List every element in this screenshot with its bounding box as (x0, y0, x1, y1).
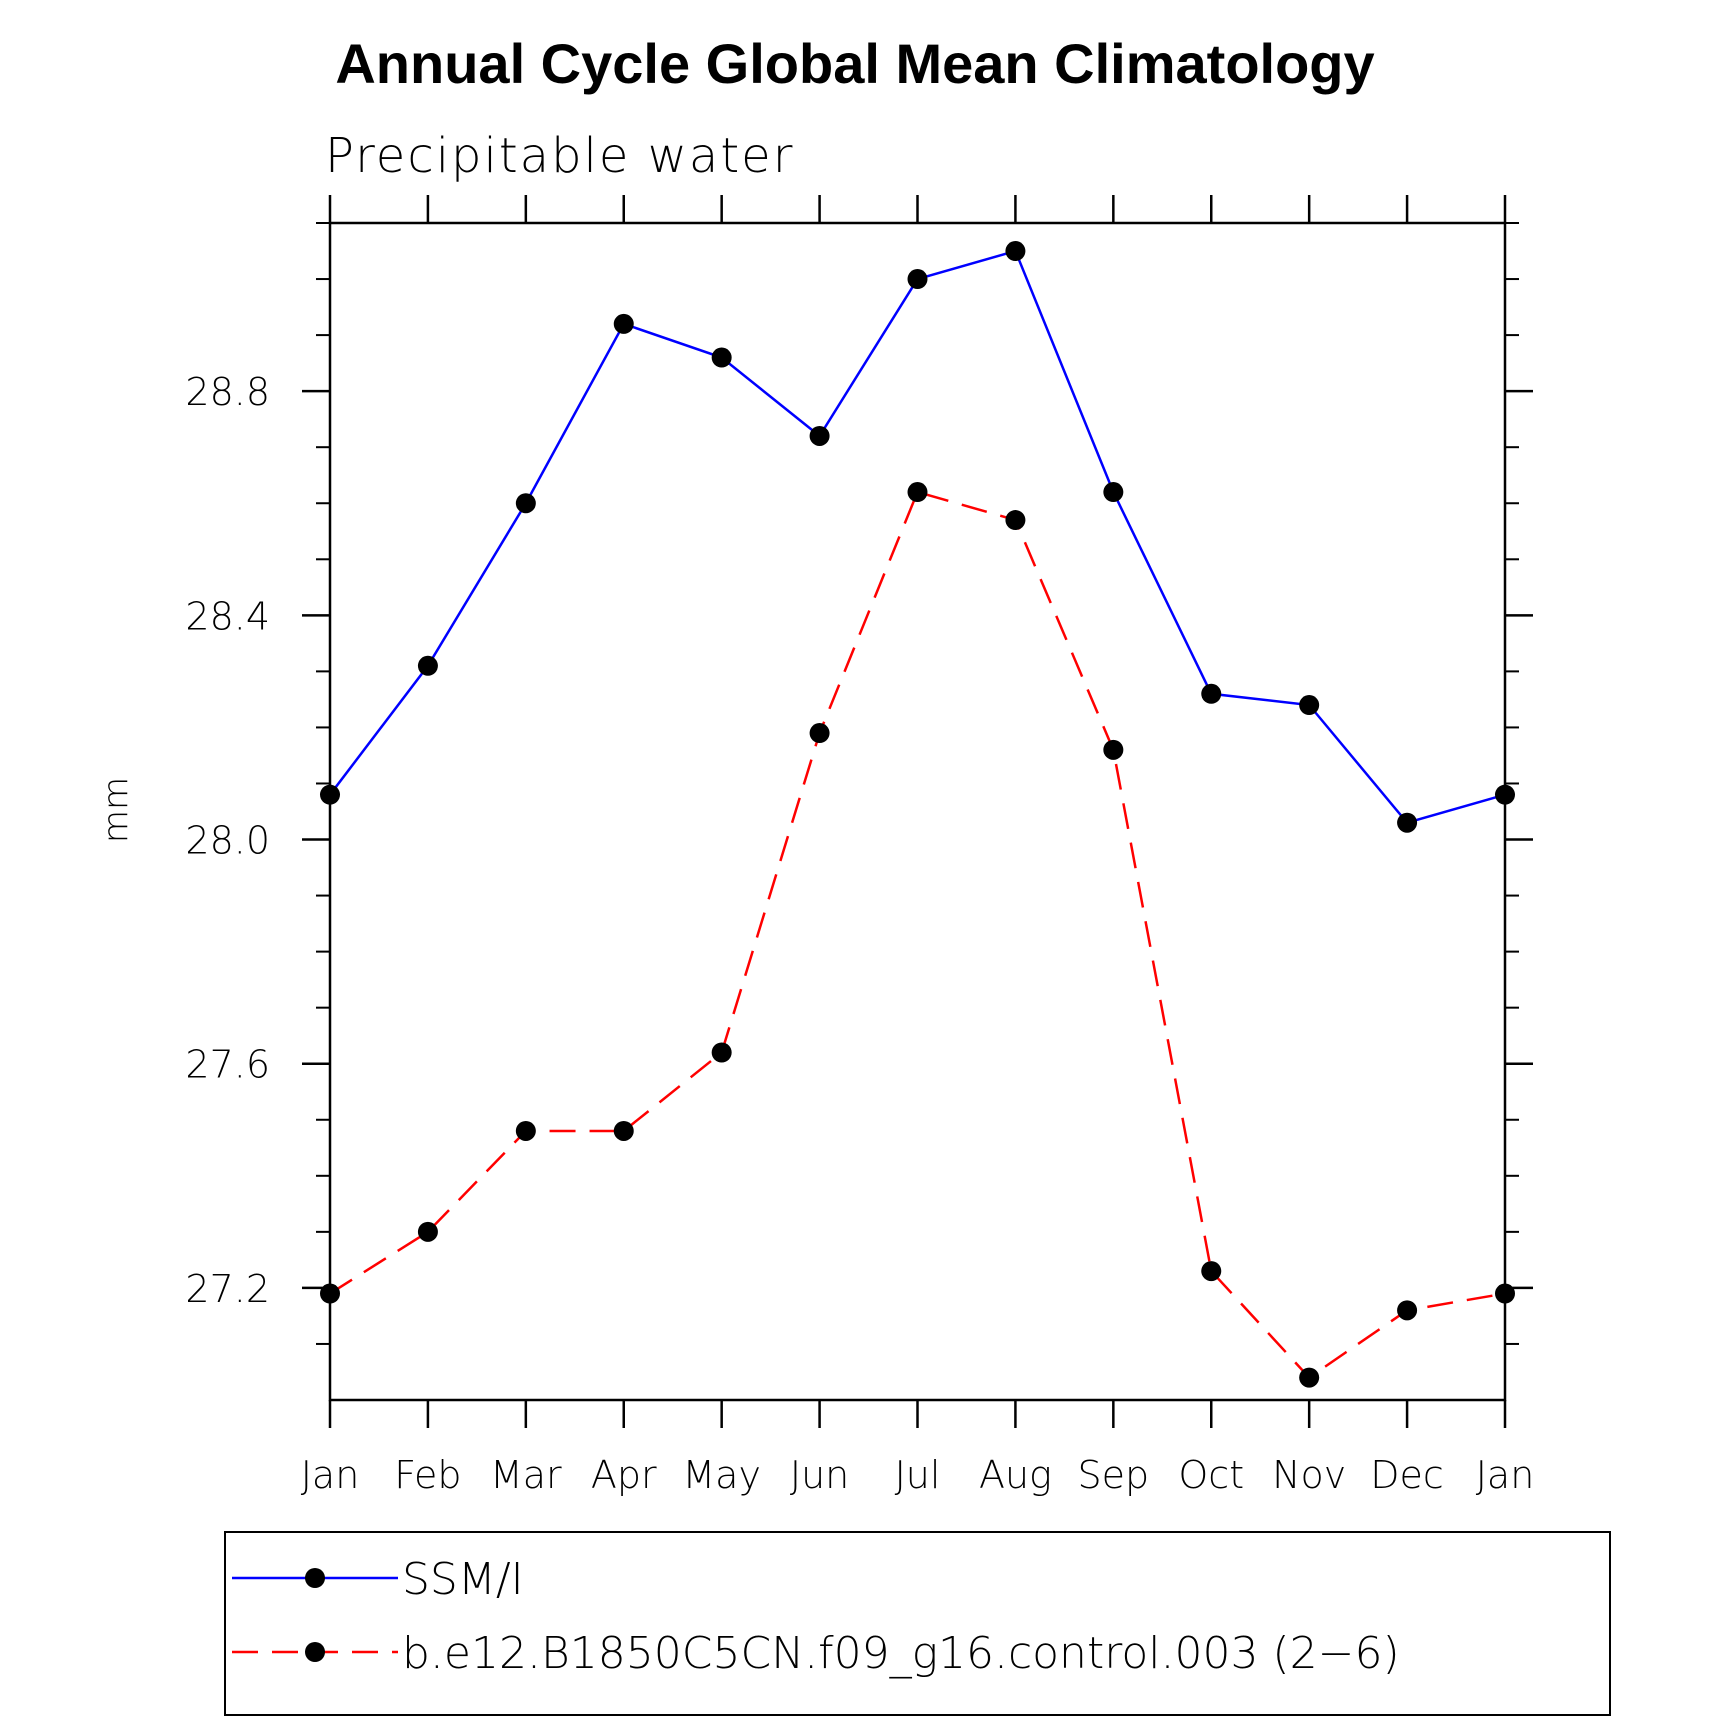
series-2-point (809, 723, 830, 744)
x-tick-label: Jun (790, 1453, 849, 1497)
series-line-1 (329, 249, 1506, 825)
series-2-point (515, 1120, 536, 1141)
y-tick-label: 27.2 (185, 1267, 270, 1311)
series-2-point (1397, 1300, 1418, 1321)
y-tick-label: 28.0 (185, 819, 270, 863)
series-1-point (711, 347, 732, 368)
series-1-point (320, 784, 340, 805)
series-1-point (1495, 784, 1515, 805)
series-2-point (1103, 739, 1124, 760)
series-1-point (613, 313, 634, 334)
series-line-2 (329, 490, 1506, 1380)
series-2-point (1299, 1367, 1320, 1388)
series-1-point (417, 655, 438, 676)
x-tick-label: Jan (1476, 1453, 1535, 1497)
x-tick-label: Apr (591, 1453, 657, 1497)
x-tick-label: Nov (1272, 1453, 1346, 1497)
series-2-point (613, 1120, 634, 1141)
series-2-point (1495, 1283, 1515, 1304)
y-tick-label: 28.8 (185, 370, 270, 414)
series-1-point (907, 269, 928, 290)
legend-marker-2 (305, 1642, 325, 1662)
x-tick-label: Aug (979, 1453, 1052, 1497)
series-1-point (809, 425, 830, 446)
x-tick-label: Mar (490, 1453, 562, 1497)
legend-label-2: b.e12.B1850C5CN.f09_g16.control.003 (2−6… (402, 1628, 1400, 1679)
series-1-point (1103, 482, 1124, 503)
series-1-point (515, 493, 536, 514)
series-1-point (1397, 812, 1418, 833)
x-tick-label: Dec (1370, 1453, 1444, 1497)
series-2-point (417, 1221, 438, 1242)
series-2-point (907, 482, 928, 503)
x-tick-label: May (682, 1453, 761, 1497)
y-axis-label: mm (96, 777, 136, 843)
series-1-point (1201, 683, 1222, 704)
series-2-point (1201, 1261, 1222, 1282)
x-tick-label: Jul (895, 1453, 941, 1497)
x-tick-label: Feb (394, 1453, 461, 1497)
x-tick-label: Oct (1178, 1453, 1244, 1497)
chart-title: Annual Cycle Global Mean Climatology (335, 32, 1374, 95)
legend-box (224, 1531, 1611, 1716)
legend: SSM/I b.e12.B1850C5CN.f09_g16.control.003… (224, 1531, 1611, 1716)
series-2-point (1005, 510, 1026, 531)
axes: Jan Feb Mar Apr May Jun Jul Aug Sep Oct Nov Dec Jan 2… (185, 195, 1534, 1497)
legend-marker-1 (305, 1568, 325, 1588)
x-tick-label: Jan (301, 1453, 360, 1497)
series-2-point (320, 1283, 340, 1304)
y-tick-label: 27.6 (185, 1043, 270, 1087)
series-1-point (1005, 241, 1026, 262)
chart-subtitle: Precipitable water (325, 128, 794, 184)
x-tick-label: Sep (1078, 1453, 1150, 1497)
y-tick-label: 28.4 (185, 594, 270, 638)
legend-label-1: SSM/I (402, 1554, 524, 1605)
plot-frame (328, 221, 1507, 1402)
series-2-point (711, 1042, 732, 1063)
series-layer (320, 241, 1515, 1388)
series-1-point (1299, 695, 1320, 716)
